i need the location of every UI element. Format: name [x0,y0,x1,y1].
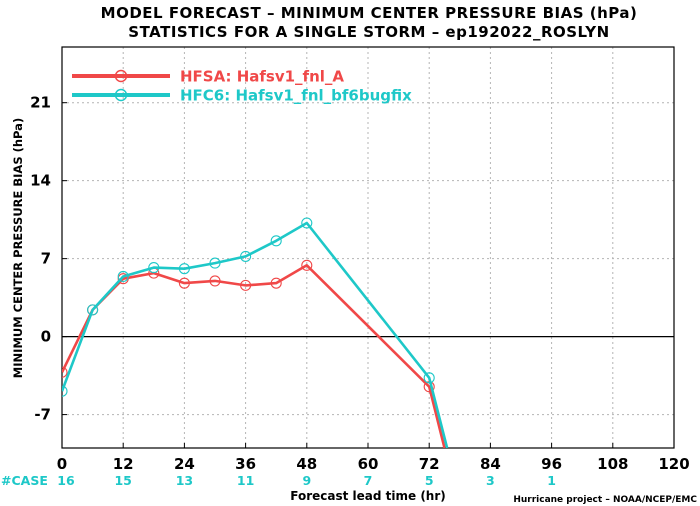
data-point [240,279,252,291]
data-point [301,259,313,271]
x-axis-ticks: 0 12 24 36 48 60 72 84 96 108 120 [57,443,690,473]
x-tick-label: 84 [480,455,501,473]
case-count: 1 [547,473,556,488]
case-count: 11 [237,473,254,488]
data-point [117,270,129,283]
y-axis-ticks: -7 0 7 14 21 [30,94,67,424]
case-count: 3 [486,473,495,488]
grid-lines [62,47,674,448]
chart-subtitle: STATISTICS FOR A SINGLE STORM – ep192022… [128,23,609,41]
data-point [209,257,221,269]
case-count: 13 [176,473,193,488]
case-count: 9 [302,473,311,488]
case-count: 5 [425,473,434,488]
x-tick-label: 36 [235,455,256,473]
y-tick-label: 21 [30,94,51,112]
series-layer [62,217,449,448]
x-tick-label: 12 [113,455,134,473]
credit-text: Hurricane project – NOAA/NCEP/EMC [513,495,697,505]
series-2 [62,217,449,448]
data-point [209,275,221,287]
data-point [270,235,282,247]
series-line [62,221,449,448]
data-point [423,372,435,384]
case-count: 7 [364,473,373,488]
x-tick-label: 72 [419,455,440,473]
data-point [62,366,68,378]
case-label: #CASE [1,473,48,488]
data-point [178,263,190,275]
series-line [62,264,446,448]
chart-title: MODEL FORECAST – MINIMUM CENTER PRESSURE… [101,4,638,22]
x-tick-label: 108 [597,455,628,473]
x-tick-label: 120 [658,455,689,473]
series-1 [62,259,446,448]
x-tick-label: 60 [358,455,379,473]
y-tick-label: 14 [30,172,51,190]
x-tick-label: 24 [174,455,195,473]
y-tick-label: 0 [41,328,51,346]
data-point [148,262,160,274]
legend-swatch-marker [114,88,128,102]
data-point [87,304,99,316]
legend-label: HFC6: Hafsv1_fnl_bf6bugfix [180,87,412,105]
data-point [178,277,190,289]
case-counts: 16 15 13 11 9 7 5 3 1 [57,473,556,488]
x-tick-label: 48 [296,455,317,473]
data-point [270,277,282,289]
y-axis-label: MINIMUM CENTER PRESSURE BIAS (hPa) [11,118,25,378]
x-tick-label: 96 [541,455,562,473]
data-point [240,250,252,262]
x-tick-label: 0 [57,455,67,473]
x-axis-label: Forecast lead time (hr) [290,489,446,503]
legend-label: HFSA: Hafsv1_fnl_A [180,68,344,86]
y-tick-label: 7 [41,250,51,268]
y-tick-label: -7 [34,406,51,424]
case-count: 15 [114,473,131,488]
data-point [62,385,68,397]
case-count: 16 [57,473,75,488]
legend-swatch-marker [114,69,128,83]
data-point [301,217,313,229]
